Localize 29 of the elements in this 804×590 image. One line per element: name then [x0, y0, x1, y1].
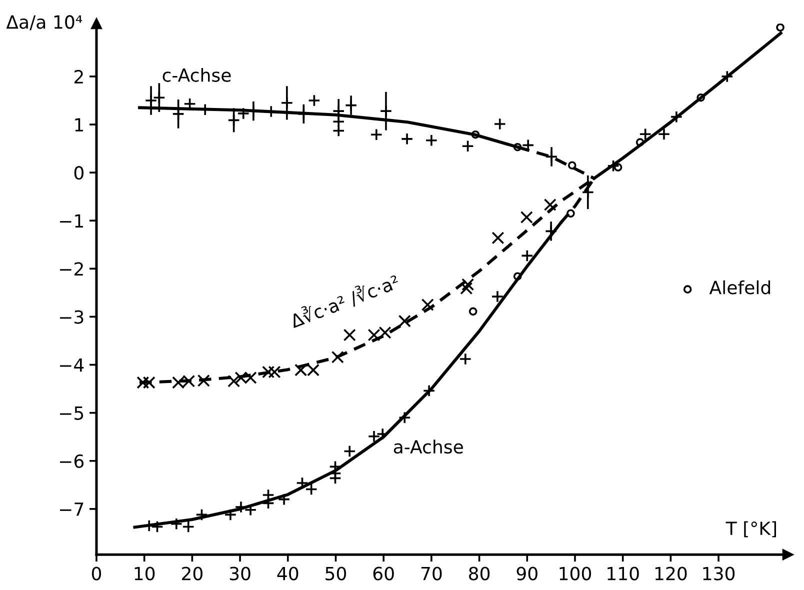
x-tick-label: 0 — [92, 566, 102, 580]
y-tick-label: −1 — [60, 214, 84, 228]
x-tick-label: 20 — [182, 566, 202, 580]
y-tick-label: −2 — [60, 262, 83, 276]
y-tick-label: −7 — [60, 502, 84, 516]
annotation: c-Achse — [162, 68, 231, 82]
y-axis-title: Δa/a 10⁴ — [6, 15, 82, 30]
x-tick-label: 120 — [655, 566, 687, 580]
x-tick-label: 70 — [421, 566, 442, 580]
annotation: a-Achse — [394, 440, 463, 454]
y-tick-label: −5 — [60, 406, 84, 420]
x-tick-label: 10 — [134, 566, 155, 580]
y-tick-label: −3 — [60, 310, 84, 324]
x-tick-label: 110 — [608, 566, 639, 580]
x-tick-label: 100 — [560, 566, 592, 580]
x-axis-title: T [°K] — [726, 521, 776, 538]
y-tick-label: −6 — [60, 454, 84, 468]
y-tick-label: −4 — [60, 358, 84, 372]
legend-label: Alefeld — [709, 280, 770, 294]
y-tick-label: 2 — [74, 70, 83, 84]
x-tick-label: 30 — [230, 566, 250, 580]
y-tick-label: 0 — [74, 166, 84, 180]
x-tick-label: 130 — [703, 566, 735, 580]
x-tick-label: 50 — [326, 566, 346, 580]
x-tick-label: 80 — [469, 566, 490, 580]
y-tick-label: 1 — [75, 118, 84, 132]
x-tick-label: 60 — [373, 566, 394, 580]
x-tick-label: 40 — [277, 566, 298, 580]
x-tick-label: 90 — [516, 566, 538, 580]
